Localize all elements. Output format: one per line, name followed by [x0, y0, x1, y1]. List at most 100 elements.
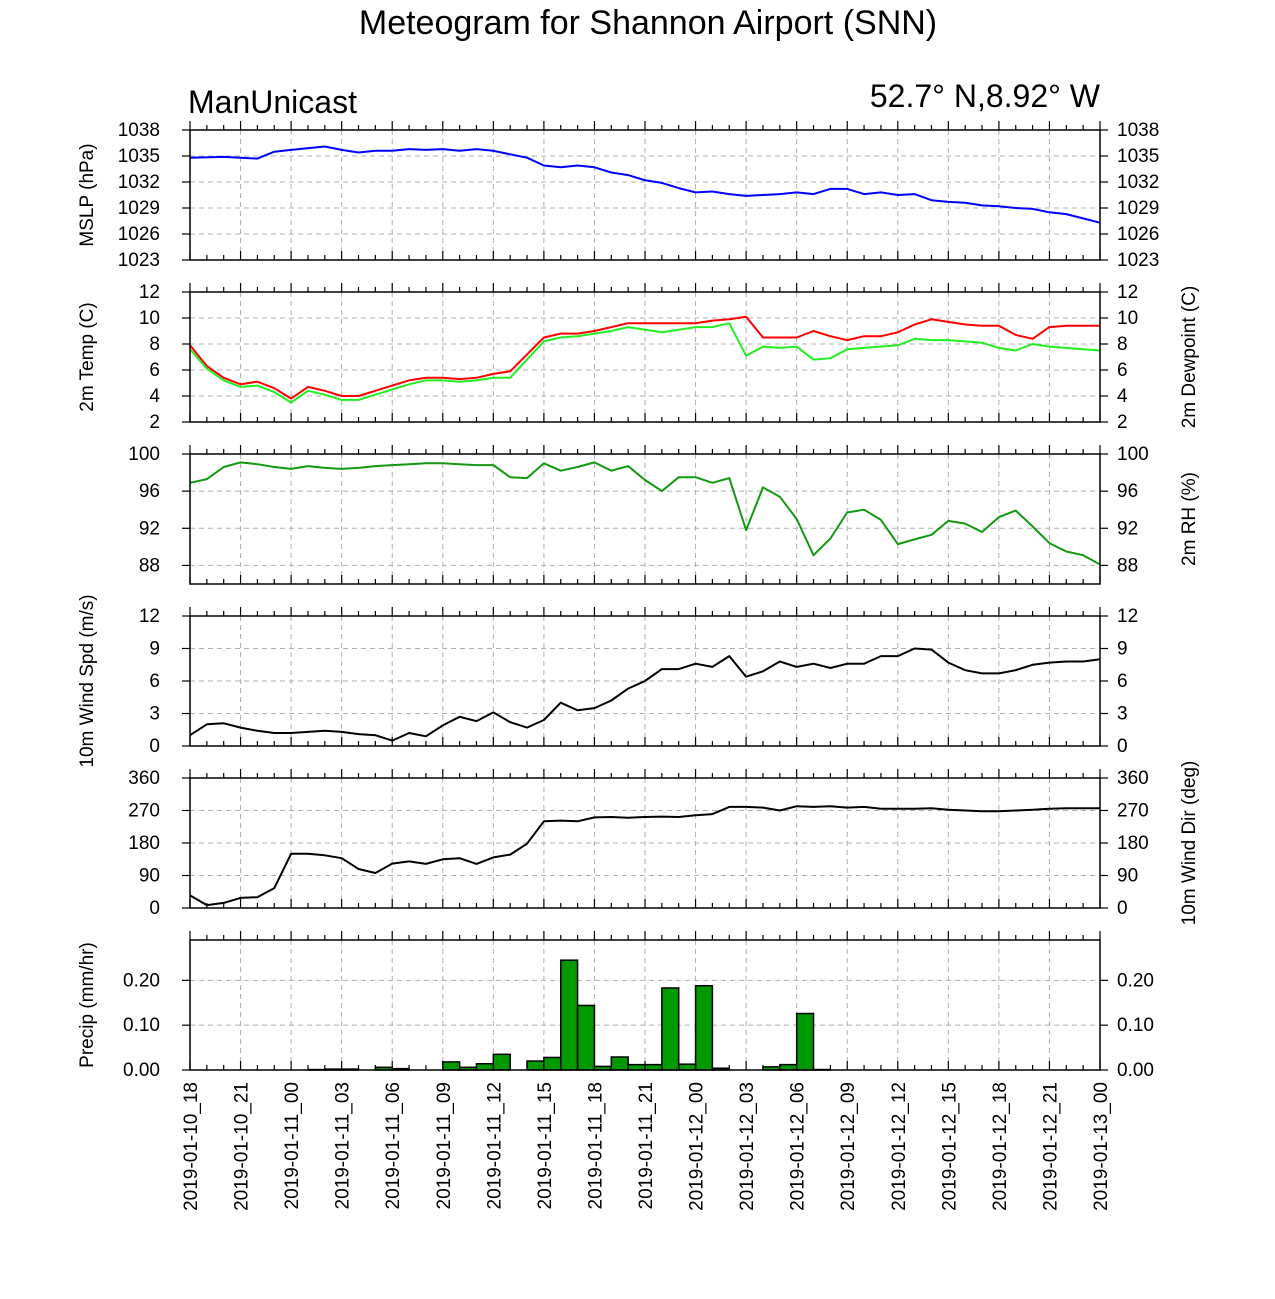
x-tick-label: 2019-01-11_09	[434, 1082, 455, 1209]
y-tick-label-left: 0.20	[123, 970, 160, 991]
y-tick-label-left: 360	[128, 768, 160, 789]
y-axis-label-left: Precip (mm/hr)	[77, 942, 98, 1068]
precip-bar	[576, 1004, 596, 1071]
panel-rh: 88 88 92 92 96 96 100 100 2m RH (%)	[128, 444, 1200, 585]
y-tick-label-left: 6	[149, 360, 160, 381]
y-tick-label-right: 90	[1117, 866, 1138, 887]
y-tick-label-right: 3	[1117, 704, 1128, 725]
y-axis-label-left: MSLP (hPa)	[77, 143, 98, 246]
y-tick-label-left: 90	[139, 866, 160, 887]
panel-temp: 2 2 4 4 6 6 8 8 10 10 12 12 2m Temp (C) 2m Dewpoint (…	[77, 282, 1200, 433]
y-tick-label-right: 2	[1117, 412, 1128, 433]
y-tick-label-left: 3	[149, 704, 160, 725]
y-tick-label-right: 92	[1117, 518, 1138, 539]
panel-mslp: 1023 1023 1026 1026 1029 1029 1032 1032 1035 1035…	[77, 120, 1159, 271]
x-tick-label: 2019-01-11_06	[383, 1082, 404, 1209]
y-tick-label-left: 1029	[118, 198, 160, 219]
precip-bar	[644, 1063, 663, 1071]
panel-wdir: 0 0 90 90 180 180 270 270 360 360 10m Wind Dir (de…	[128, 761, 1200, 926]
y-tick-label-left: 6	[149, 671, 160, 692]
precip-bar	[559, 959, 579, 1071]
x-tick-label: 2019-01-11_15	[535, 1082, 556, 1209]
precip-bar	[694, 984, 714, 1071]
x-tick-label: 2019-01-11_18	[585, 1082, 606, 1209]
y-tick-label-left: 0	[149, 898, 160, 919]
precip-bar	[475, 1062, 495, 1071]
panel-wspd: 0 0 3 3 6 6 9 9 12 12 10m Wind Spd (m/s)	[77, 594, 1138, 767]
x-tick-label: 2019-01-12_15	[939, 1082, 960, 1211]
precip-bar	[779, 1063, 798, 1071]
y-tick-label-right: 12	[1117, 282, 1138, 303]
panel-precip: 0.00 0.00 0.10 0.10 0.20 0.20 Precip (mm/hr)	[77, 931, 1154, 1081]
series-line-temp-1	[189, 322, 1101, 404]
precip-bar	[543, 1056, 562, 1071]
precip-bar	[492, 1053, 511, 1071]
y-tick-label-left: 96	[139, 481, 160, 502]
y-tick-label-left: 100	[128, 444, 160, 465]
y-tick-label-left: 1035	[118, 146, 160, 167]
y-tick-label-right: 6	[1117, 671, 1128, 692]
precip-bar	[795, 1012, 815, 1071]
y-tick-label-right: 1032	[1117, 172, 1159, 193]
y-tick-label-left: 1026	[118, 224, 160, 245]
y-tick-label-left: 270	[128, 801, 160, 822]
y-tick-label-left: 180	[128, 833, 160, 854]
x-tick-label: 2019-01-12_06	[788, 1082, 809, 1211]
y-tick-label-right: 1023	[1117, 250, 1159, 271]
y-tick-label-right: 0.00	[1117, 1060, 1154, 1081]
y-tick-label-left: 1032	[118, 172, 160, 193]
precip-bar	[610, 1056, 629, 1071]
y-tick-label-left: 1023	[118, 250, 160, 271]
precip-bar	[526, 1060, 545, 1071]
x-tick-label: 2019-01-11_00	[282, 1082, 303, 1209]
y-tick-label-left: 12	[139, 282, 160, 303]
x-tick-label: 2019-01-10_21	[232, 1082, 253, 1211]
series-line-wspd-0	[189, 647, 1101, 742]
y-tick-label-left: 10	[139, 308, 160, 329]
y-tick-label-left: 88	[139, 555, 160, 576]
y-axis-label-right: 10m Wind Dir (deg)	[1179, 761, 1200, 926]
y-tick-label-left: 8	[149, 334, 160, 355]
series-line-rh-0	[189, 461, 1101, 566]
y-tick-label-right: 1026	[1117, 224, 1159, 245]
x-tick-label: 2019-01-12_03	[737, 1082, 758, 1211]
y-tick-label-right: 10	[1117, 308, 1138, 329]
y-tick-label-right: 0	[1117, 736, 1128, 757]
y-tick-label-right: 88	[1117, 555, 1138, 576]
y-tick-label-right: 1038	[1117, 120, 1159, 141]
y-tick-label-right: 12	[1117, 606, 1138, 627]
y-tick-label-right: 8	[1117, 334, 1128, 355]
x-tick-label: 2019-01-13_00	[1091, 1082, 1112, 1211]
location-label: 52.7° N,8.92° W	[870, 78, 1101, 114]
y-tick-label-left: 2	[149, 412, 160, 433]
y-tick-label-right: 360	[1117, 768, 1149, 789]
y-axis-label-right: 2m RH (%)	[1179, 472, 1200, 566]
y-tick-label-left: 1038	[118, 120, 160, 141]
x-tick-label: 2019-01-11_12	[484, 1082, 505, 1209]
y-tick-label-left: 9	[149, 639, 160, 660]
chart-title: Meteogram for Shannon Airport (SNN)	[359, 4, 937, 42]
y-tick-label-right: 4	[1117, 386, 1128, 407]
y-tick-label-right: 0.10	[1117, 1015, 1154, 1036]
y-tick-label-right: 6	[1117, 360, 1128, 381]
y-tick-label-right: 100	[1117, 444, 1149, 465]
y-tick-label-right: 270	[1117, 801, 1149, 822]
y-tick-label-right: 0	[1117, 898, 1128, 919]
y-tick-label-left: 0.00	[123, 1060, 160, 1081]
x-tick-label: 2019-01-11_21	[636, 1082, 657, 1209]
precip-bar	[677, 1063, 697, 1071]
precip-bar	[661, 987, 680, 1071]
y-tick-label-right: 1035	[1117, 146, 1159, 167]
series-line-wdir-0	[189, 805, 1100, 907]
series-line-mslp-0	[189, 145, 1101, 224]
x-tick-label: 2019-01-12_18	[990, 1082, 1011, 1211]
x-tick-label: 2019-01-10_18	[181, 1082, 202, 1211]
y-tick-label-left: 0.10	[123, 1015, 160, 1036]
y-tick-label-right: 1029	[1117, 198, 1159, 219]
y-axis-label-left: 2m Temp (C)	[77, 302, 98, 411]
y-tick-label-right: 96	[1117, 481, 1138, 502]
x-tick-label: 2019-01-12_12	[889, 1082, 910, 1211]
x-tick-label: 2019-01-12_00	[687, 1082, 708, 1211]
